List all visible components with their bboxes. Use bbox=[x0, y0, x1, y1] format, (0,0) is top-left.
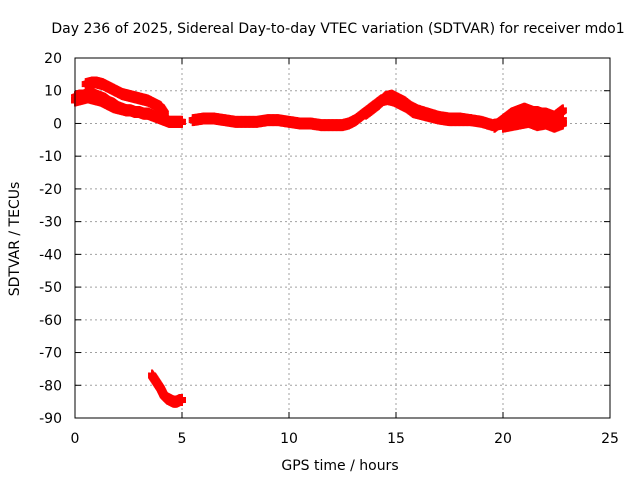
y-tick-label: -50 bbox=[39, 280, 62, 296]
x-tick-label: 20 bbox=[494, 431, 512, 447]
y-axis-label: SDTVAR / TECUs bbox=[7, 182, 23, 297]
data-point bbox=[558, 108, 567, 117]
series-track-lower-start-band bbox=[71, 91, 131, 117]
x-axis-label: GPS time / hours bbox=[281, 458, 398, 474]
plot-frame bbox=[74, 57, 611, 419]
y-tick-label: -90 bbox=[39, 411, 62, 427]
x-tick-label: 25 bbox=[601, 431, 619, 447]
chart-title: Day 236 of 2025, Sidereal Day-to-day VTE… bbox=[51, 21, 624, 37]
x-tick-label: 5 bbox=[178, 431, 187, 447]
x-tick-label: 15 bbox=[387, 431, 405, 447]
series-track-main-band bbox=[362, 89, 475, 127]
data-point bbox=[122, 108, 131, 117]
y-tick-label: -30 bbox=[39, 215, 62, 231]
y-tick-label: -10 bbox=[39, 149, 62, 165]
x-tick-label: 0 bbox=[71, 431, 80, 447]
y-tick-label: 20 bbox=[44, 51, 62, 67]
x-tick-label: 10 bbox=[280, 431, 298, 447]
y-tick-label: -20 bbox=[39, 182, 62, 198]
data-point bbox=[178, 398, 186, 406]
y-tick-label: -60 bbox=[39, 313, 62, 329]
series-track-negative bbox=[148, 369, 186, 408]
series-track-end-cluster bbox=[490, 102, 567, 133]
y-tick-label: -80 bbox=[39, 378, 62, 394]
y-tick-label: 0 bbox=[53, 116, 62, 132]
data-point bbox=[178, 119, 186, 128]
series-track-end-cluster-low bbox=[499, 115, 567, 133]
tick-labels: 0 5 10 15 20 25 20 10 0 -10 -20 -30 -40 -50 -60 -70 -80 -… bbox=[39, 51, 619, 447]
series-track-upper-start bbox=[81, 76, 169, 120]
y-tick-label: -40 bbox=[39, 247, 62, 263]
data-points bbox=[71, 76, 567, 408]
y-tick-label: -70 bbox=[39, 346, 62, 362]
y-tick-label: 10 bbox=[44, 84, 62, 100]
data-point bbox=[558, 121, 567, 130]
data-point bbox=[466, 118, 475, 127]
